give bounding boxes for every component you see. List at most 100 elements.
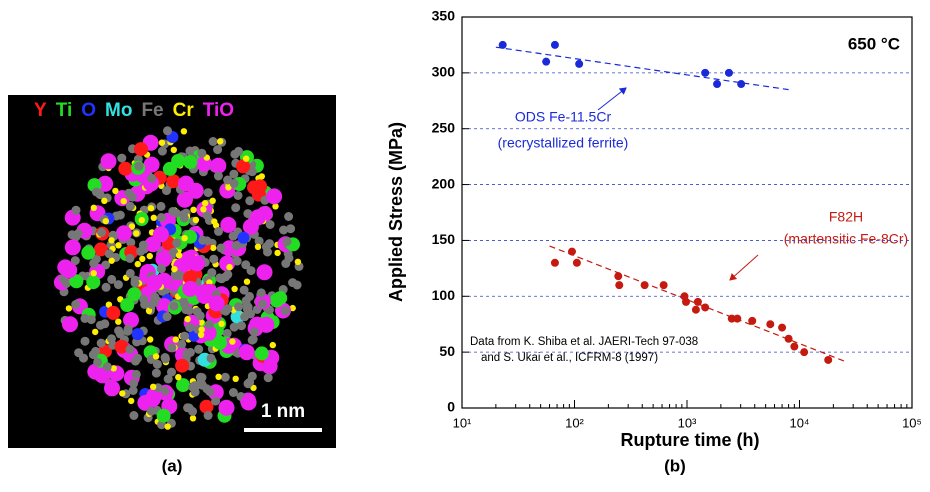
atom [286,224,296,234]
atom [247,180,261,195]
atom [210,244,217,252]
atom [71,300,81,309]
atom [256,288,266,298]
atom [138,217,145,224]
atom [150,383,157,390]
atom [203,411,213,420]
atom [125,253,135,263]
atom [147,336,154,343]
atom [228,388,238,397]
element-label: O [81,100,96,121]
data-point [701,68,710,77]
atom [281,306,290,316]
atom [238,344,255,361]
element-label: Fe [141,100,163,121]
element-legend: Y Ti O Mo Fe Cr TiO [34,100,234,121]
atom [243,278,251,285]
annotation: (recrystallized ferrite) [498,135,629,151]
data-point [693,297,702,306]
atom [64,239,81,256]
atom [97,175,114,192]
y-tick-label: 0 [447,399,455,415]
atom [115,329,125,339]
atom [125,344,135,354]
plot-frame [461,16,913,409]
atom [237,231,250,244]
atom [209,254,219,264]
atom [81,245,96,260]
atom [197,148,207,158]
atom [123,326,133,336]
atom [292,280,302,290]
atom [200,206,207,213]
atom [175,374,182,381]
atom [127,192,137,202]
data-point [691,305,700,314]
panel-caption: (a) [162,456,183,475]
atom [258,316,275,333]
atom [131,356,140,366]
atom [158,139,166,146]
atom [131,328,144,341]
atom [156,201,166,211]
atom [176,191,193,208]
atom [197,373,207,382]
data-point [748,316,757,325]
atom [104,249,114,259]
atom [129,379,139,388]
x-tick-label: 10⁵ [902,415,922,430]
atom [128,223,136,230]
scale-bar-label: 1 nm [261,401,305,422]
atom [134,142,148,157]
atom [107,274,117,284]
atom [209,197,216,204]
atom [163,374,173,384]
x-tick-label: 10² [565,415,584,430]
atom [180,331,189,341]
atom [73,229,83,238]
atom [230,149,240,159]
atom [256,264,273,281]
atom [203,188,213,198]
atom [106,305,121,320]
atom [130,278,140,288]
atom [129,411,139,420]
atom [199,399,214,414]
atom [294,258,302,265]
atom [208,295,225,312]
atom [210,157,227,174]
data-point [737,80,746,89]
atom [231,285,238,293]
atom [156,298,173,315]
data-point [550,258,559,267]
plot-area: 0 50 100 150 200 250 300 350 10¹ 10² 10³ 10⁴ 10⁵ [432,8,922,431]
atom [112,187,119,195]
x-tick-label: 10¹ [453,415,472,430]
atom [80,313,90,323]
atom [214,226,223,236]
atom [80,336,90,346]
atom [204,319,214,329]
y-tick-label: 250 [432,119,456,135]
atom [263,373,273,383]
atom [250,384,257,392]
y-tick-label: 100 [432,287,456,303]
atom [90,270,97,277]
atom [279,225,289,235]
y-tick-label: 150 [432,231,456,247]
data-point [682,297,691,306]
atom [284,253,294,263]
atom [144,391,161,408]
atom [189,415,197,422]
data-point [733,314,742,323]
atom [70,256,80,266]
arrow [729,254,759,281]
atom [108,257,115,264]
atom [166,174,181,189]
atom [179,213,189,223]
data-point [550,40,559,49]
data-point [615,281,624,290]
source-note: and S. Ukai et al., ICFRM-8 (1997) [481,352,658,364]
atom [133,230,140,237]
atom [125,201,135,211]
